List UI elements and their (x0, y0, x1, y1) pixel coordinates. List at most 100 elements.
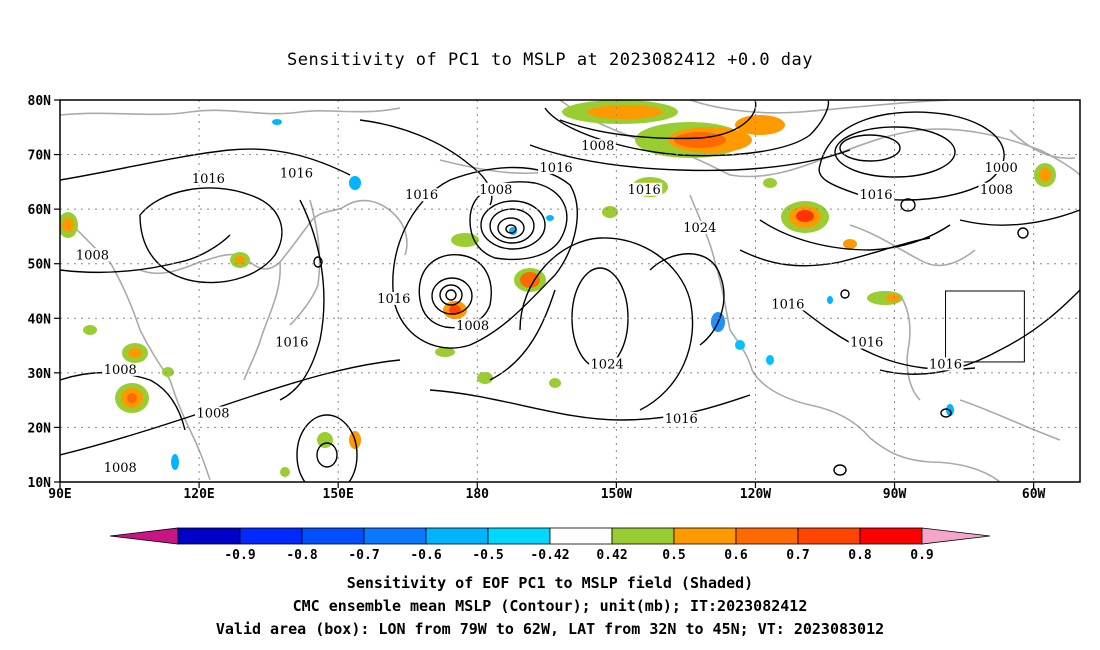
contour-label-bg (403, 188, 440, 202)
legend-label: -0.6 (410, 548, 441, 563)
contour-label-bg (848, 335, 885, 349)
contour-label: 1016 (280, 166, 313, 181)
contour-label: 1016 (850, 336, 883, 351)
footer-line-2: CMC ensemble mean MSLP (Contour); unit(m… (292, 597, 808, 615)
contour-label: 1008 (104, 461, 137, 476)
legend-label: 0.5 (662, 548, 685, 563)
mslp-contours (60, 100, 1080, 482)
lon-tick-label: 150E (323, 487, 354, 502)
legend-swatch (673, 527, 737, 545)
legend-label: -0.7 (348, 548, 379, 563)
legend-swatch (549, 527, 613, 545)
legend-swatch (301, 527, 365, 545)
lon-tick-label: 150W (601, 487, 632, 502)
legend-swatch (239, 527, 303, 545)
color-legend: -0.9 -0.8 -0.7 -0.6 -0.5 -0.42 0.42 0.5 0.6 0.7 0.… (109, 527, 991, 563)
lon-tick-label: 60W (1022, 487, 1046, 502)
contour-label: 1016 (540, 161, 573, 176)
contour-label: 1024 (683, 221, 716, 236)
legend-label: -0.8 (286, 548, 317, 563)
contour-label: 1016 (377, 292, 410, 307)
legend-label: 0.7 (786, 548, 809, 563)
contour-label: 1016 (192, 172, 225, 187)
legend-swatch (177, 527, 241, 545)
contour-label-bg (454, 319, 491, 333)
map-layer (60, 100, 1080, 482)
lat-tick-label: 80N (28, 94, 52, 109)
contour-label-bg (927, 357, 964, 371)
lon-tick-label: 120E (183, 487, 214, 502)
contour-label-bg (102, 461, 139, 475)
legend-label: 0.6 (724, 548, 748, 563)
legend-swatch (487, 527, 551, 545)
legend-swatch (109, 527, 179, 545)
contour-label-bg (978, 182, 1015, 196)
contour-label: 1000 (985, 161, 1018, 176)
contour-label: 1024 (591, 357, 624, 372)
valid-area-box (945, 290, 1025, 363)
contour-label: 1008 (76, 248, 109, 263)
contour-label: 1008 (456, 319, 489, 334)
lat-tick-label: 40N (28, 312, 52, 327)
lat-tick-label: 30N (28, 367, 52, 382)
legend-swatch (735, 527, 799, 545)
contour-label-bg (477, 182, 514, 196)
legend-swatch (611, 527, 675, 545)
contour-label-bg (983, 160, 1020, 174)
contour-labels: 1008 1016 1016 1016 1016 1008 1016 1024 1016 1000… (74, 139, 1020, 476)
contour-label-bg (190, 171, 227, 185)
legend-swatch (797, 527, 861, 545)
lat-tick-label: 70N (28, 149, 52, 164)
contour-label-bg (195, 406, 231, 420)
contour-label: 1008 (980, 183, 1013, 198)
contour-label-bg (273, 335, 310, 349)
lat-tick-label: 20N (28, 421, 52, 436)
lat-tick-label: 60N (28, 203, 52, 218)
contour-label-bg (375, 291, 412, 305)
legend-swatch (859, 527, 923, 545)
contour-label-bg (538, 160, 575, 174)
contour-label-bg (74, 248, 111, 262)
lon-tick-label: 90E (48, 487, 71, 502)
contour-label-bg (681, 220, 718, 234)
contour-label: 1016 (665, 412, 698, 427)
footer-line-1: Sensitivity of EOF PC1 to MSLP field (Sh… (346, 574, 754, 592)
contour-label-bg (626, 182, 663, 196)
map-title: Sensitivity of PC1 to MSLP at 2023082412… (286, 50, 813, 70)
contour-label: 1008 (479, 183, 512, 198)
gridlines (60, 100, 1080, 482)
contour-label-bg (278, 166, 315, 180)
contour-label: 1016 (859, 188, 892, 203)
lat-tick-label: 50N (28, 258, 52, 273)
legend-label: -0.42 (530, 548, 569, 563)
legend-label: -0.5 (472, 548, 503, 563)
contour-label: 1016 (405, 188, 438, 203)
contour-label-bg (102, 362, 139, 376)
lon-tick-label: 180 (466, 487, 490, 502)
contour-label: 1016 (628, 183, 661, 198)
contour-label-bg (769, 297, 806, 311)
contour-label-bg (858, 188, 894, 202)
contour-label: 1008 (581, 139, 614, 154)
contour-label-bg (589, 357, 626, 371)
plot-frame (59, 99, 1081, 483)
legend-swatch (425, 527, 489, 545)
lat-tick-label: 10N (28, 476, 52, 491)
legend-label: -0.9 (224, 548, 255, 563)
legend-swatch (363, 527, 427, 545)
legend-swatch (921, 527, 991, 545)
legend-label: 0.9 (910, 548, 933, 563)
lon-tick-label: 90W (883, 487, 907, 502)
latitude-axis: 80N 70N 60N 50N 40N 30N 20N 10N (28, 94, 60, 491)
contour-label-bg (663, 411, 700, 425)
contour-label: 1016 (771, 297, 804, 312)
legend-label: 0.42 (596, 548, 627, 563)
longitude-axis: 90E 120E 150E 180 150W 120W 90W 60W (48, 482, 1046, 502)
contour-label-bg (579, 139, 616, 153)
contour-label: 1016 (929, 357, 962, 372)
legend-label: 0.8 (848, 548, 872, 563)
footer-line-3: Valid area (box): LON from 79W to 62W, L… (215, 620, 885, 638)
contour-label: 1008 (196, 407, 229, 422)
contour-label: 1008 (104, 363, 137, 378)
